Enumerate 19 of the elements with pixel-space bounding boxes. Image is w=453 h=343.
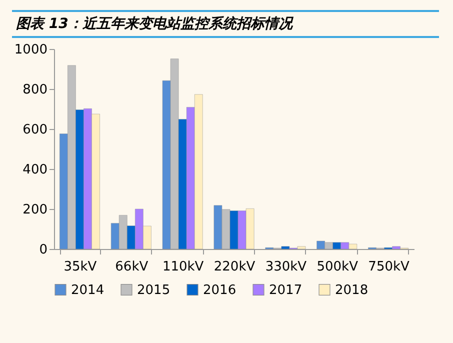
- y-tick-label: 600: [22, 122, 48, 138]
- x-tick-label: 66kV: [115, 260, 148, 274]
- y-tick-label: 800: [22, 82, 48, 98]
- legend-label: 2018: [335, 282, 368, 298]
- legend-label: 2017: [269, 282, 302, 298]
- x-tick-label: 330kV: [265, 260, 307, 274]
- legend-label: 2014: [71, 282, 104, 298]
- x-tick-label: 750kV: [368, 260, 410, 274]
- legend-label: 2016: [203, 282, 236, 298]
- y-tick-label: 400: [22, 162, 48, 178]
- y-tick-label: 1000: [14, 42, 48, 58]
- x-tick-label: 110kV: [162, 260, 204, 274]
- x-tick-label: 220kV: [214, 260, 256, 274]
- legend-label: 2015: [137, 282, 170, 298]
- y-tick-label: 200: [22, 202, 48, 218]
- x-tick-label: 500kV: [316, 260, 358, 274]
- y-tick-label: 0: [39, 242, 48, 258]
- x-tick-label: 35kV: [64, 260, 97, 274]
- chart-title: 图表 13：近五年来变电站监控系统招标情况: [12, 10, 439, 38]
